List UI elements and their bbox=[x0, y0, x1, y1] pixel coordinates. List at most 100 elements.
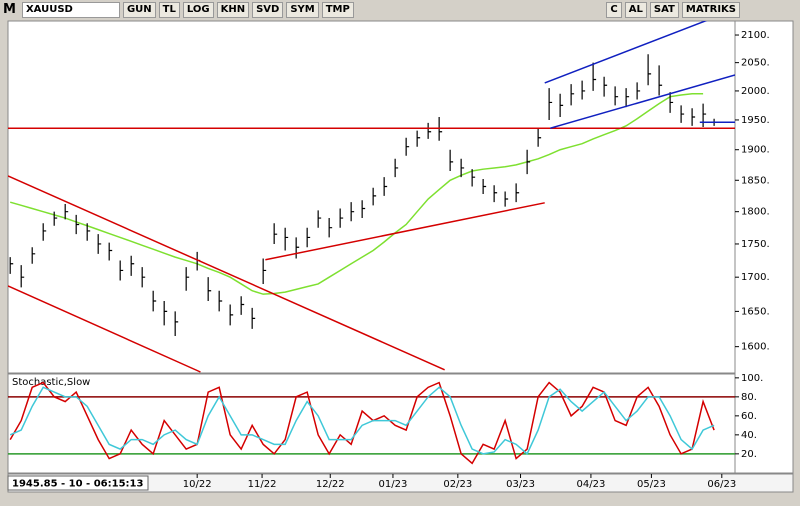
price-bar bbox=[284, 227, 289, 251]
y-axis-panel bbox=[734, 20, 794, 474]
price-bar bbox=[581, 80, 586, 100]
toolbar-button[interactable]: MATRIKS bbox=[681, 2, 740, 18]
y-tick-label: 40. bbox=[741, 430, 757, 441]
x-tick-label: 02/23 bbox=[443, 479, 472, 490]
x-tick-label: 06/23 bbox=[707, 479, 736, 490]
price-bar bbox=[130, 255, 135, 276]
moving-average bbox=[9, 93, 704, 295]
x-tick-label: 01/23 bbox=[379, 479, 408, 490]
price-bar bbox=[625, 88, 630, 108]
price-bar bbox=[361, 200, 366, 219]
price-bar bbox=[482, 179, 487, 194]
price-bar bbox=[405, 137, 410, 156]
x-tick-label: 04/23 bbox=[577, 479, 606, 490]
price-bar bbox=[119, 260, 124, 281]
toolbar-button[interactable]: LOG bbox=[182, 2, 214, 18]
price-bar bbox=[427, 122, 432, 139]
button-group: GUN TL LOG KHN SVD SYM TMP bbox=[122, 2, 354, 18]
price-bar bbox=[64, 204, 69, 220]
toolbar-button[interactable]: SAT bbox=[649, 2, 679, 18]
price-bar bbox=[636, 82, 641, 100]
y-tick-label: 2050. bbox=[741, 58, 770, 69]
trend-line bbox=[265, 202, 545, 261]
toolbar-button[interactable]: AL bbox=[624, 2, 647, 18]
price-bar bbox=[592, 62, 597, 91]
price-bar bbox=[680, 105, 685, 123]
y-tick-label: 60. bbox=[741, 411, 757, 422]
trend-line bbox=[8, 175, 445, 371]
price-bar bbox=[229, 304, 234, 326]
y-tick-label: 1850. bbox=[741, 175, 770, 186]
toolbar-button[interactable]: SVD bbox=[252, 2, 284, 18]
price-bar bbox=[526, 149, 531, 175]
y-tick-label: 1600. bbox=[741, 342, 770, 353]
stochastic-line bbox=[9, 386, 715, 456]
y-tick-label: 20. bbox=[741, 449, 757, 460]
price-bar bbox=[339, 208, 344, 228]
price-bar bbox=[372, 187, 377, 206]
price-bar bbox=[702, 103, 707, 128]
toolbar-button[interactable]: KHN bbox=[216, 2, 250, 18]
price-bar bbox=[141, 267, 146, 288]
price-bar bbox=[471, 169, 476, 187]
x-tick-label: 11/22 bbox=[248, 479, 277, 490]
y-tick-label: 1950. bbox=[741, 115, 770, 126]
x-tick-label: 10/22 bbox=[183, 479, 212, 490]
price-bar bbox=[515, 183, 520, 203]
price-bar bbox=[317, 210, 322, 228]
price-bar bbox=[614, 86, 619, 106]
price-bar bbox=[647, 54, 652, 86]
price-bar bbox=[449, 149, 454, 172]
right-buttons: C AL SAT MATRIKS bbox=[606, 2, 800, 18]
x-tick-label: 05/23 bbox=[637, 479, 666, 490]
y-tick-label: 1750. bbox=[741, 239, 770, 250]
toolbar-button[interactable]: SYM bbox=[286, 2, 319, 18]
stochastic-line bbox=[9, 381, 715, 465]
status-text: 1945.85 - 10 - 06:15:13 bbox=[12, 479, 143, 490]
logo: M bbox=[3, 2, 16, 17]
price-bar bbox=[240, 296, 245, 315]
price-bar bbox=[9, 257, 14, 274]
toolbar-button[interactable]: TL bbox=[158, 2, 180, 18]
price-bar bbox=[306, 227, 311, 248]
trend-line bbox=[8, 285, 201, 373]
price-bar bbox=[273, 223, 278, 244]
price-bar bbox=[548, 88, 553, 120]
x-tick-label: 03/23 bbox=[506, 479, 535, 490]
stoch-title: Stochastic,Slow bbox=[12, 377, 90, 388]
price-bar bbox=[570, 84, 575, 106]
y-tick-label: 1700. bbox=[741, 272, 770, 283]
price-bar bbox=[42, 223, 47, 241]
price-bar bbox=[603, 76, 608, 97]
price-bar bbox=[295, 237, 300, 259]
price-bar bbox=[86, 223, 91, 241]
price-bar bbox=[251, 307, 256, 329]
stoch-plot bbox=[8, 381, 735, 465]
price-bar bbox=[383, 177, 388, 196]
toolbar-button[interactable]: TMP bbox=[321, 2, 354, 18]
price-bar bbox=[108, 242, 113, 261]
toolbar-button[interactable]: C bbox=[606, 2, 622, 18]
price-bar bbox=[350, 202, 355, 222]
price-bar bbox=[493, 185, 498, 203]
y-tick-label: 1650. bbox=[741, 306, 770, 317]
price-bar bbox=[669, 92, 674, 113]
y-tick-label: 2100. bbox=[741, 30, 770, 41]
y-tick-label: 80. bbox=[741, 392, 757, 403]
price-bar bbox=[163, 301, 168, 326]
toolbar-button[interactable]: GUN bbox=[122, 2, 156, 18]
price-bar bbox=[262, 258, 267, 284]
price-bar bbox=[559, 93, 564, 118]
price-bar bbox=[185, 267, 190, 291]
price-bar bbox=[504, 191, 509, 207]
symbol-box[interactable]: XAUUSD bbox=[21, 2, 120, 18]
y-tick-label: 1900. bbox=[741, 145, 770, 156]
price-bar bbox=[537, 128, 542, 147]
status-box bbox=[7, 475, 149, 491]
price-bar bbox=[207, 277, 212, 302]
trend-line bbox=[544, 21, 708, 84]
price-bar bbox=[691, 108, 696, 126]
price-bar bbox=[394, 158, 399, 178]
price-bar bbox=[174, 311, 179, 336]
